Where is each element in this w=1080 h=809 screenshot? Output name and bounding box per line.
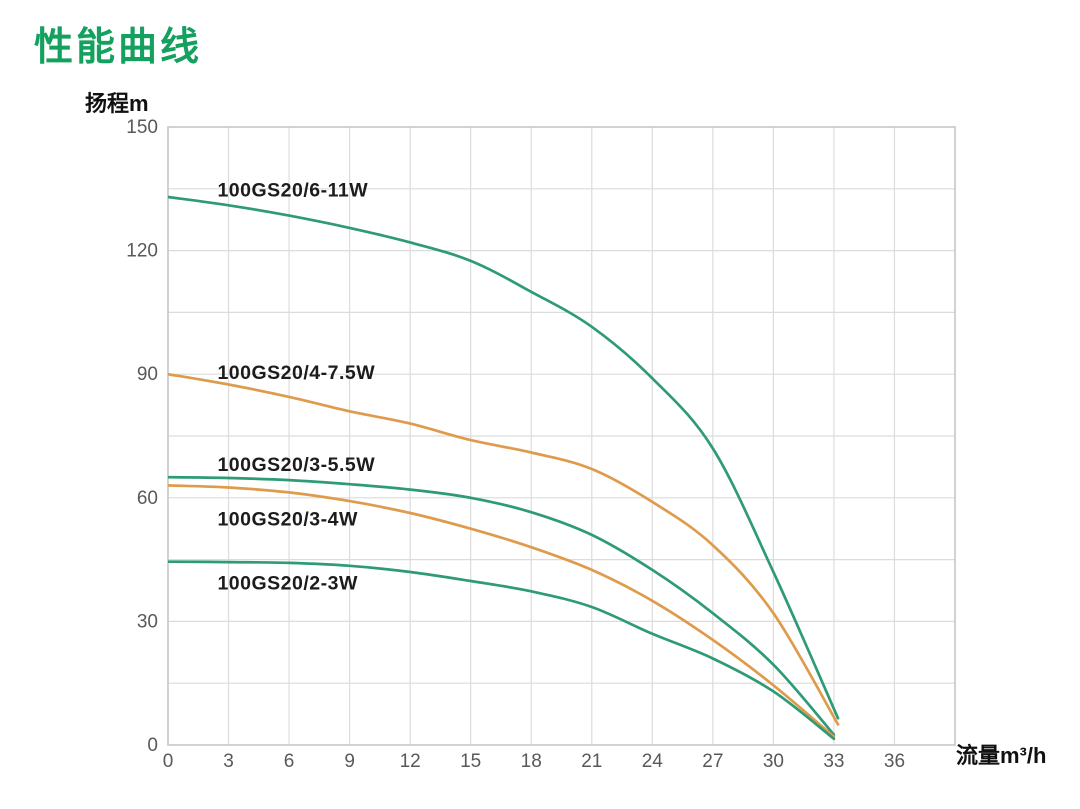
series-line-2 xyxy=(168,475,836,737)
series-line-0 xyxy=(168,195,840,720)
series-labels: 100GS20/6-11W 100GS20/4-7.5W 100GS20/3-5.5… xyxy=(217,180,375,595)
y-tick-label: 150 xyxy=(126,117,158,138)
series-label-3: 100GS20/3-4W xyxy=(217,508,358,530)
plot-frame xyxy=(167,126,956,746)
series-label-2: 100GS20/3-5.5W xyxy=(217,454,375,476)
grid-lines xyxy=(168,127,955,745)
series-label-4: 100GS20/2-3W xyxy=(217,572,358,594)
x-tick-label: 18 xyxy=(521,751,542,772)
series-line-1 xyxy=(168,372,840,726)
series-line-3 xyxy=(168,484,836,739)
series-label-0: 100GS20/6-11W xyxy=(217,180,368,202)
y-tick-label: 60 xyxy=(137,488,158,509)
x-tick-label: 36 xyxy=(884,751,905,772)
y-tick-label: 30 xyxy=(137,611,158,632)
x-tick-label: 0 xyxy=(163,751,174,772)
series-label-1: 100GS20/4-7.5W xyxy=(217,362,375,384)
x-tick-label: 12 xyxy=(400,751,421,772)
x-tick-label: 6 xyxy=(284,751,295,772)
y-tick-label: 90 xyxy=(137,364,158,385)
x-tick-label: 21 xyxy=(581,751,602,772)
series-line-4 xyxy=(168,560,836,741)
x-tick-label: 33 xyxy=(823,751,844,772)
x-tick-label: 3 xyxy=(223,751,234,772)
x-tick-label: 30 xyxy=(763,751,784,772)
y-tick-label: 120 xyxy=(126,241,158,262)
x-tick-label: 9 xyxy=(344,751,355,772)
x-tick-label: 15 xyxy=(460,751,481,772)
y-axis-title: 扬程m xyxy=(85,91,149,116)
x-tick-label: 27 xyxy=(702,751,723,772)
series-curves xyxy=(168,195,840,741)
x-axis-title: 流量m³/h xyxy=(956,743,1047,768)
y-tick-label: 0 xyxy=(147,735,158,756)
x-tick-label: 24 xyxy=(642,751,664,772)
page-title: 性能曲线 xyxy=(34,26,203,69)
